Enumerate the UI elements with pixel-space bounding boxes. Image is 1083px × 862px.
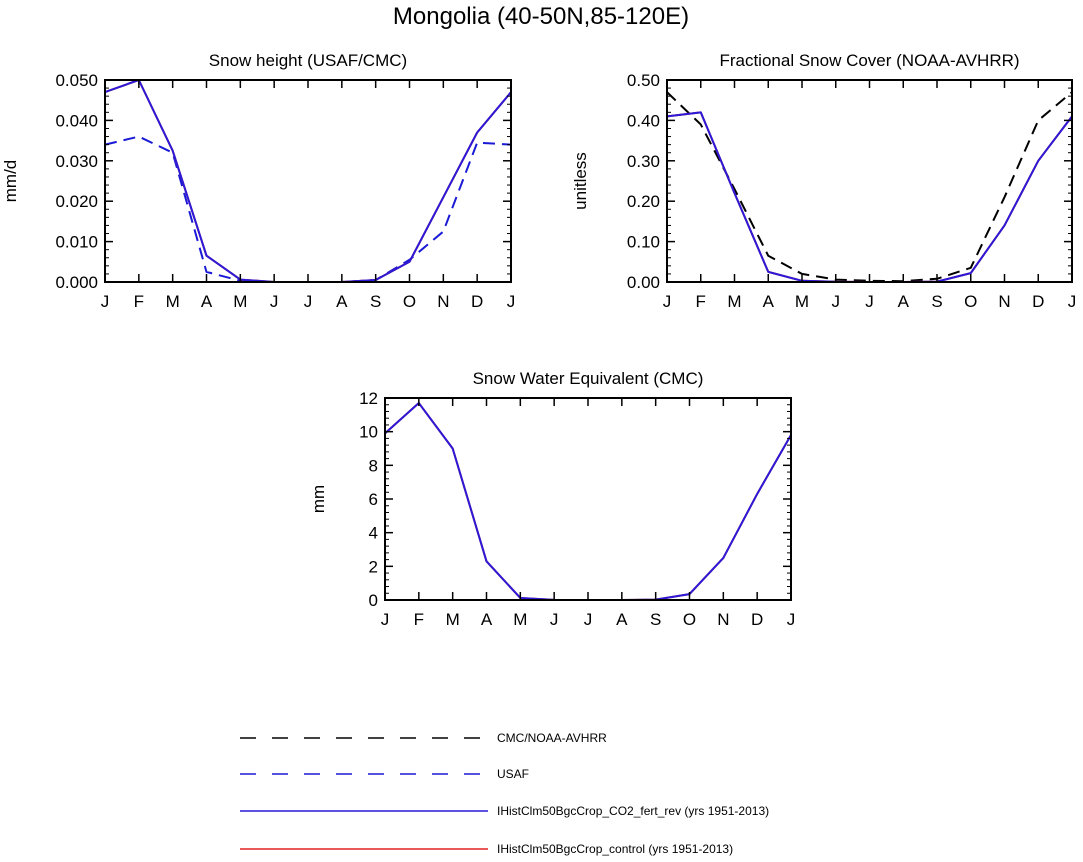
x-tick-label: O (683, 610, 696, 629)
series-line-3 (384, 402, 792, 601)
x-tick-label: M (513, 610, 527, 629)
legend: CMC/NOAA-AVHRR USAF IHistClm50BgcCrop_CO2_… (240, 731, 769, 856)
y-tick-label: 0.50 (627, 71, 660, 90)
x-tick-label: S (370, 292, 381, 311)
x-tick-label: M (795, 292, 809, 311)
series-line-3 (104, 79, 512, 283)
y-tick-label: 0.40 (627, 111, 660, 130)
series-line-2 (666, 111, 1073, 283)
x-tick-label: J (865, 292, 874, 311)
legend-label: CMC/NOAA-AVHRR (497, 731, 607, 745)
y-tick-label: 8 (369, 456, 378, 475)
y-tick-label: 2 (369, 557, 378, 576)
x-tick-label: A (481, 610, 493, 629)
x-tick-label: N (998, 292, 1010, 311)
x-tick-label: J (787, 610, 796, 629)
x-tick-label: O (403, 292, 416, 311)
x-tick-label: S (650, 610, 661, 629)
x-tick-label: N (717, 610, 729, 629)
y-tick-label: 0.00 (627, 273, 660, 292)
x-tick-label: N (437, 292, 449, 311)
x-tick-label: O (964, 292, 977, 311)
x-tick-label: S (931, 292, 942, 311)
x-tick-label: A (898, 292, 910, 311)
x-tick-label: J (584, 610, 593, 629)
y-tick-label: 0.20 (627, 192, 660, 211)
series-line-3 (666, 111, 1073, 283)
y-axis-label: mm (309, 485, 328, 513)
x-tick-label: D (471, 292, 483, 311)
legend-label: IHistClm50BgcCrop_CO2_fert_rev (yrs 1951… (497, 804, 769, 818)
x-tick-label: A (616, 610, 628, 629)
y-tick-label: 0.010 (55, 233, 98, 252)
y-tick-label: 12 (359, 389, 378, 408)
plot-frame (384, 397, 792, 601)
legend-item: CMC/NOAA-AVHRR (240, 731, 607, 745)
legend-item: IHistClm50BgcCrop_CO2_fert_rev (yrs 1951… (240, 804, 769, 818)
x-tick-label: M (727, 292, 741, 311)
chart-panel-2: Fractional Snow Cover (NOAA-AVHRR) unitle… (571, 51, 1076, 311)
chart-title: Snow height (USAF/CMC) (209, 51, 407, 70)
series-line-1 (666, 91, 1073, 283)
x-tick-label: J (663, 292, 672, 311)
y-tick-label: 4 (369, 524, 378, 543)
x-tick-label: F (696, 292, 706, 311)
y-tick-label: 0 (369, 591, 378, 610)
y-axis-label: mm/d (1, 160, 20, 203)
y-tick-label: 0.10 (627, 233, 660, 252)
x-tick-label: D (1032, 292, 1044, 311)
panels: Snow height (USAF/CMC)mm/dJ F M A M J J A S O N D J0… (1, 51, 1076, 629)
x-tick-label: J (550, 610, 559, 629)
x-tick-label: J (381, 610, 390, 629)
chart-title: Snow Water Equivalent (CMC) (473, 369, 704, 388)
legend-label: USAF (497, 767, 529, 781)
y-tick-label: 0.030 (55, 152, 98, 171)
figure-title: Mongolia (40-50N,85-120E) (393, 3, 689, 30)
plot-frame (104, 79, 512, 283)
x-tick-label: J (1068, 292, 1077, 311)
legend-label: IHistClm50BgcCrop_control (yrs 1951-2013… (497, 842, 733, 856)
legend-item: USAF (240, 767, 529, 781)
x-tick-label: M (233, 292, 247, 311)
x-tick-label: A (763, 292, 775, 311)
y-tick-label: 0.30 (627, 152, 660, 171)
y-tick-label: 0.040 (55, 111, 98, 130)
x-tick-label: J (101, 292, 110, 311)
x-tick-label: J (832, 292, 841, 311)
y-tick-label: 10 (359, 423, 378, 442)
series-line-1 (104, 135, 512, 283)
x-tick-label: F (414, 610, 424, 629)
x-tick-label: J (304, 292, 313, 311)
x-tick-label: F (134, 292, 144, 311)
y-tick-label: 0.050 (55, 71, 98, 90)
series-line-2 (104, 79, 512, 283)
y-tick-label: 0.020 (55, 192, 98, 211)
y-tick-label: 6 (369, 490, 378, 509)
x-tick-label: J (507, 292, 516, 311)
x-tick-label: M (446, 610, 460, 629)
chart-panel-3: Snow Water Equivalent (CMC) mm J F M A M J J A S O N… (309, 369, 795, 629)
x-tick-label: D (751, 610, 763, 629)
x-tick-label: A (336, 292, 348, 311)
x-tick-label: M (166, 292, 180, 311)
chart-panel-1: Snow height (USAF/CMC)mm/dJ F M A M J J A S O N D J0… (1, 51, 515, 311)
chart-title: Fractional Snow Cover (NOAA-AVHRR) (719, 51, 1019, 70)
x-tick-label: A (201, 292, 213, 311)
legend-item: IHistClm50BgcCrop_control (yrs 1951-2013… (240, 842, 733, 856)
y-tick-label: 0.000 (55, 273, 98, 292)
y-axis-label: unitless (571, 152, 590, 210)
series-line-2 (384, 402, 792, 601)
x-tick-label: J (270, 292, 279, 311)
